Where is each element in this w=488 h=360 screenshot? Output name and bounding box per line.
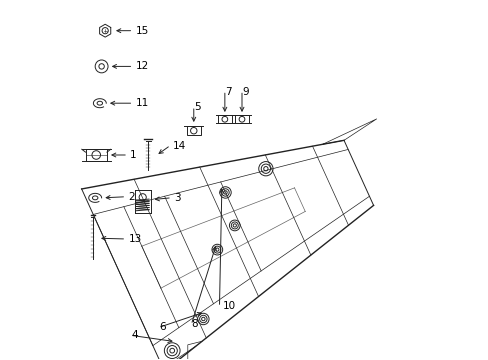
Text: 6: 6 [159,322,166,332]
Text: 10: 10 [223,301,236,311]
Text: 13: 13 [128,234,142,244]
Text: 15: 15 [135,26,148,36]
Text: 4: 4 [131,330,138,341]
Text: 1: 1 [130,150,137,160]
Text: 8: 8 [191,319,198,329]
Text: 2: 2 [128,192,135,202]
Bar [186,126,201,135]
Bar [217,115,231,123]
Text: 7: 7 [224,87,231,97]
Text: 9: 9 [242,87,248,97]
Text: 3: 3 [174,193,181,203]
Text: 5: 5 [193,103,200,112]
Bar [234,115,248,123]
Text: 11: 11 [135,98,148,108]
Text: 12: 12 [135,62,148,71]
Text: 14: 14 [173,141,186,151]
Bar [85,149,107,161]
